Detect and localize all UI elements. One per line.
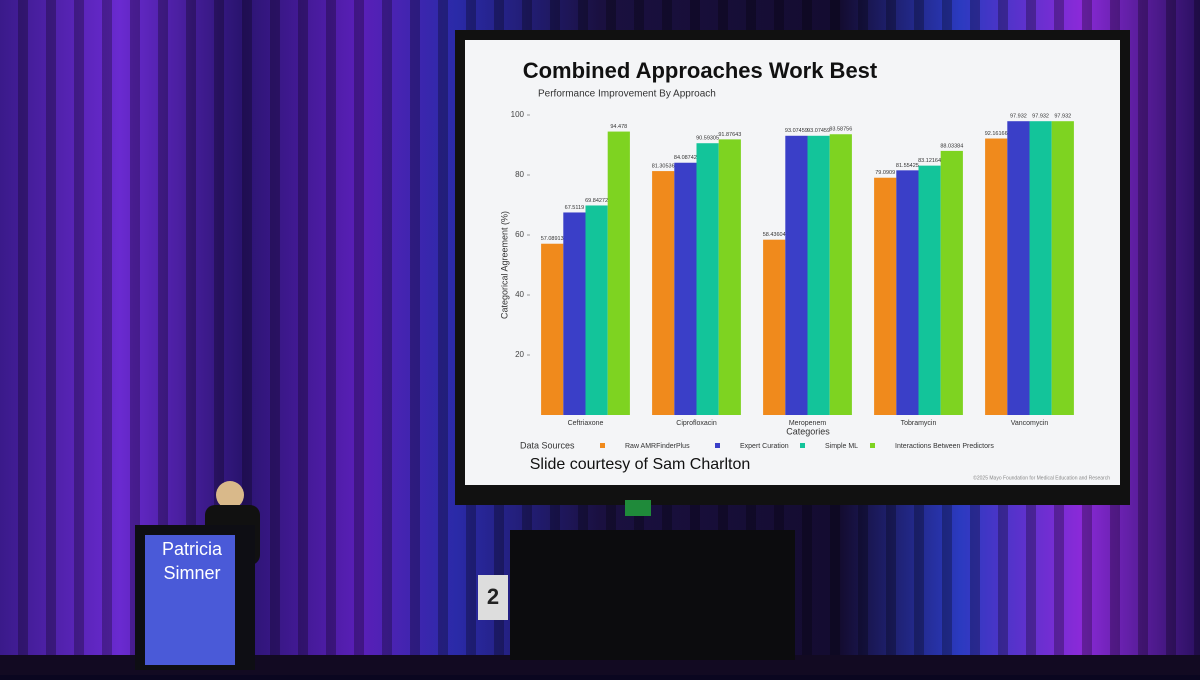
bar [985, 138, 1008, 415]
bar [563, 212, 586, 415]
legend-label: Expert Curation [740, 443, 789, 450]
value-label: 94.478 [610, 124, 627, 130]
value-label: 97.932 [1032, 114, 1049, 120]
bar [696, 143, 719, 415]
legend-swatch [870, 443, 875, 448]
value-label: 93.58756 [829, 127, 852, 133]
value-label: 81.55425 [896, 163, 919, 169]
value-label: 93.07459 [785, 128, 808, 134]
y-tick-label: 40 [515, 290, 524, 299]
value-label: 90.59305 [696, 136, 719, 142]
value-label: 79.0909 [875, 170, 895, 176]
legend-label: Simple ML [825, 443, 858, 450]
y-tick-label: 60 [515, 230, 524, 239]
value-label: 93.07459 [807, 128, 830, 134]
legend-swatch [800, 443, 805, 448]
bar [874, 177, 897, 415]
value-label: 91.87643 [718, 132, 741, 138]
bar [607, 131, 630, 416]
x-tick-label: Vancomycin [1011, 420, 1049, 427]
bar [1051, 121, 1074, 415]
y-axis-label: Categorical Agreement (%) [499, 211, 509, 319]
legend-swatch [715, 443, 720, 448]
room-sign-plate [478, 575, 508, 620]
stage-box [510, 530, 795, 660]
bar [829, 134, 852, 416]
legend-label: Interactions Between Predictors [895, 443, 994, 450]
bar [1029, 121, 1052, 415]
stage-floor [0, 655, 1200, 675]
bar [940, 150, 963, 415]
exit-sign [625, 500, 651, 516]
value-label: 58.43604 [763, 232, 786, 238]
bar [896, 170, 919, 415]
slide-credit: Slide courtesy of Sam Charlton [530, 456, 751, 473]
value-label: 83.12164 [918, 158, 941, 164]
x-tick-label: Tobramycin [901, 420, 937, 427]
bar [718, 139, 741, 415]
chart-title: Combined Approaches Work Best [523, 58, 878, 83]
podium-sign [145, 535, 235, 665]
bar [674, 162, 697, 415]
value-label: 84.08742 [674, 155, 697, 161]
speaker-head [216, 481, 244, 509]
bar [785, 135, 808, 415]
chart-subtitle: Performance Improvement By Approach [538, 89, 716, 100]
value-label: 88.03384 [940, 143, 963, 149]
y-tick-label: 80 [515, 170, 524, 179]
podium-name: Simner [163, 563, 220, 583]
value-label: 81.30536 [652, 164, 675, 170]
x-axis-label: Categories [786, 426, 830, 436]
bar [763, 239, 786, 415]
value-label: 69.84272 [585, 198, 608, 204]
bar [1007, 121, 1030, 415]
y-tick-label: 100 [511, 110, 525, 119]
room-sign: 2 [487, 584, 499, 609]
value-label: 67.5119 [565, 205, 584, 211]
bar [585, 205, 608, 415]
value-label: 97.932 [1054, 114, 1071, 120]
legend-label: Raw AMRFinderPlus [625, 443, 690, 450]
x-tick-label: Ciprofloxacin [676, 420, 717, 427]
bar [807, 135, 830, 415]
value-label: 92.16166 [985, 131, 1008, 137]
legend-swatch [600, 443, 605, 448]
bar [652, 171, 675, 415]
bar [918, 165, 941, 415]
bar [541, 243, 564, 415]
value-label: 97.932 [1010, 114, 1027, 120]
podium-name: Patricia [162, 539, 223, 559]
x-tick-label: Ceftriaxone [568, 420, 604, 427]
slide-footer: ©2025 Mayo Foundation for Medical Educat… [973, 474, 1110, 481]
value-label: 57.08913 [541, 236, 564, 242]
y-tick-label: 20 [515, 350, 524, 359]
x-tick-label: Meropenem [789, 420, 827, 427]
legend-title: Data Sources [520, 440, 575, 450]
